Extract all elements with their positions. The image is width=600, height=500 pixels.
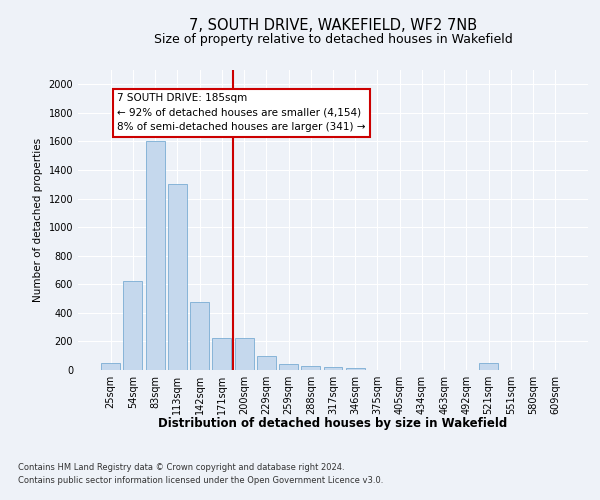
Bar bbox=[124, 280, 142, 370]
Bar bbox=[479, 363, 498, 370]
Text: Size of property relative to detached houses in Wakefield: Size of property relative to detached ho… bbox=[154, 32, 512, 46]
Bar bbox=[190, 302, 209, 370]
Text: Distribution of detached houses by size in Wakefield: Distribution of detached houses by size … bbox=[158, 418, 508, 430]
Text: 7, SOUTH DRIVE, WAKEFIELD, WF2 7NB: 7, SOUTH DRIVE, WAKEFIELD, WF2 7NB bbox=[189, 18, 477, 32]
Bar bbox=[212, 338, 231, 370]
Y-axis label: Number of detached properties: Number of detached properties bbox=[33, 138, 43, 302]
Bar bbox=[168, 184, 187, 370]
Bar bbox=[146, 142, 164, 370]
Text: 7 SOUTH DRIVE: 185sqm
← 92% of detached houses are smaller (4,154)
8% of semi-de: 7 SOUTH DRIVE: 185sqm ← 92% of detached … bbox=[118, 93, 366, 132]
Bar bbox=[235, 338, 254, 370]
Text: Contains public sector information licensed under the Open Government Licence v3: Contains public sector information licen… bbox=[18, 476, 383, 485]
Bar bbox=[257, 356, 276, 370]
Bar bbox=[346, 368, 365, 370]
Bar bbox=[101, 363, 120, 370]
Bar bbox=[301, 366, 320, 370]
Text: Contains HM Land Registry data © Crown copyright and database right 2024.: Contains HM Land Registry data © Crown c… bbox=[18, 462, 344, 471]
Bar bbox=[279, 364, 298, 370]
Bar bbox=[323, 367, 343, 370]
